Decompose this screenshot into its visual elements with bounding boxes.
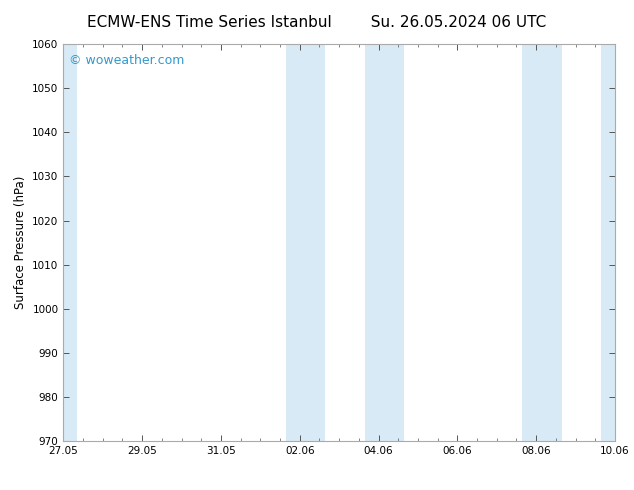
Bar [286,44,325,441]
Bar [601,44,621,441]
Bar [522,44,562,441]
Bar [58,44,77,441]
Y-axis label: Surface Pressure (hPa): Surface Pressure (hPa) [14,176,27,309]
Text: ECMW-ENS Time Series Istanbul        Su. 26.05.2024 06 UTC: ECMW-ENS Time Series Istanbul Su. 26.05.… [87,15,547,30]
Bar [365,44,404,441]
Text: © woweather.com: © woweather.com [69,54,184,67]
